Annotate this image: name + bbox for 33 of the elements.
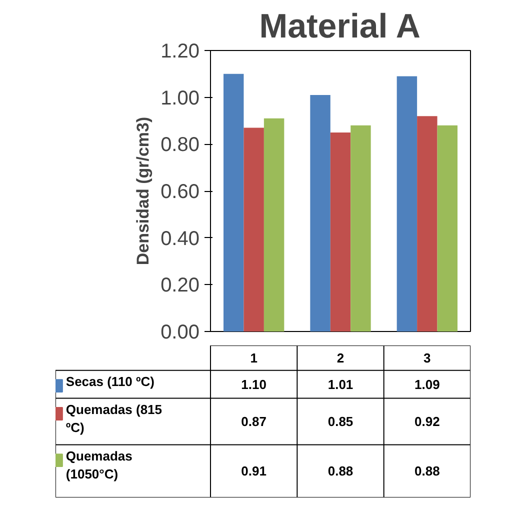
y-tick-label: 1.20 (160, 40, 200, 62)
data-label: 0.85 (328, 414, 354, 429)
data-label: 0.88 (414, 464, 440, 479)
y-tick-label: 0.00 (160, 322, 200, 344)
y-tick-label: 0.60 (160, 181, 200, 203)
y-tick-label: 0.40 (160, 228, 200, 250)
data-label: 0.87 (241, 414, 266, 429)
bar (244, 128, 264, 332)
bar (264, 118, 284, 332)
data-label: 0.92 (414, 414, 440, 429)
legend-label: Secas (110 ºC) (66, 374, 154, 390)
bar (224, 74, 244, 332)
data-label: 1.01 (328, 376, 354, 392)
x-tick-label: 3 (424, 350, 431, 366)
y-tick-label: 0.80 (160, 134, 200, 156)
chart-title: Material A (259, 8, 420, 46)
data-label: 1.10 (241, 376, 266, 392)
data-label: 0.88 (328, 464, 354, 479)
data-label: 0.91 (241, 464, 266, 479)
bar (396, 76, 418, 332)
y-axis-title: Densidad (gr/cm3) (134, 116, 153, 266)
legend-label: Quemadas (1050°C) (66, 448, 132, 482)
bar (330, 132, 351, 332)
bar (417, 116, 438, 332)
bar (350, 125, 371, 332)
x-tick-label: 2 (336, 350, 344, 366)
x-tick-label: 1 (250, 350, 258, 366)
bar (437, 125, 458, 332)
legend-label: Quemadas (815 ºC) (66, 402, 162, 435)
y-tick-label: 0.20 (160, 274, 200, 297)
bar (310, 94, 330, 332)
data-label: 1.09 (414, 376, 440, 392)
y-tick-label: 1.00 (160, 87, 200, 110)
